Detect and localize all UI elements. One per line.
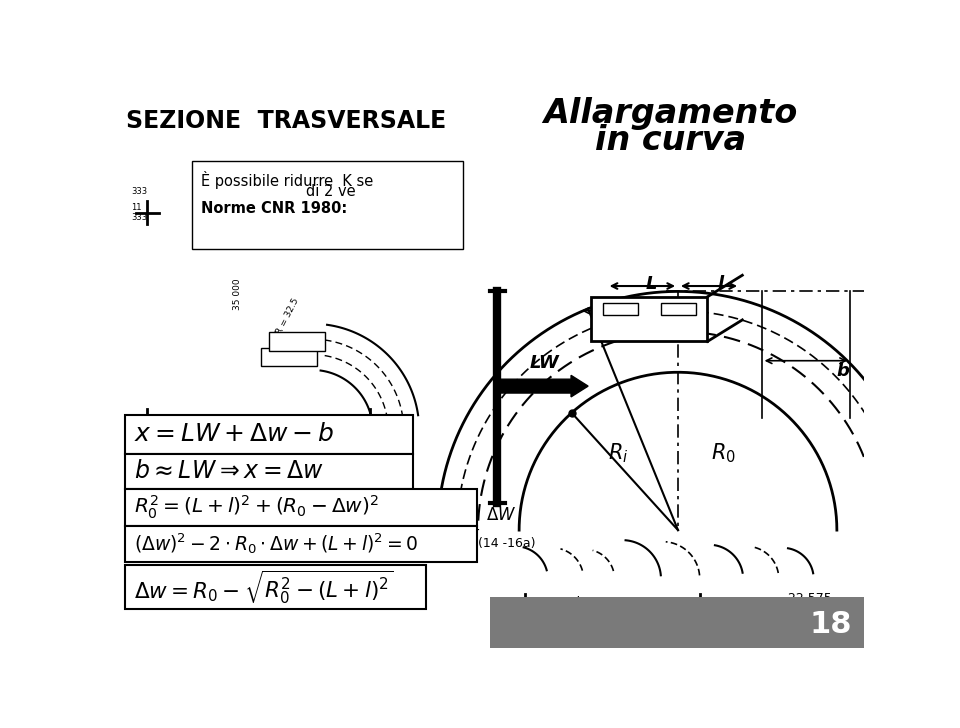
Bar (269, 332, 324, 351)
FancyArrow shape (497, 376, 588, 397)
Bar (603, 303, 637, 315)
Bar (591, 297, 708, 341)
Text: x: x (599, 306, 611, 323)
Text: È possibile ridurre  K se: È possibile ridurre K se (202, 170, 373, 189)
Text: $b \approx LW \Rightarrow x = \Delta w$: $b \approx LW \Rightarrow x = \Delta w$ (134, 460, 324, 483)
Text: $(\Delta w)^2 - 2 \cdot R_0 \cdot \Delta w + (L+l)^2 = 0$: $(\Delta w)^2 - 2 \cdot R_0 \cdot \Delta… (134, 531, 419, 556)
Text: $R_0^2 = (L+l)^2 + (R_0 - \Delta w)^2$: $R_0^2 = (L+l)^2 + (R_0 - \Delta w)^2$ (134, 494, 379, 521)
FancyBboxPatch shape (192, 162, 463, 249)
Text: $R_i$: $R_i$ (608, 441, 629, 465)
FancyBboxPatch shape (125, 489, 476, 526)
Text: L: L (646, 274, 658, 293)
FancyBboxPatch shape (125, 454, 413, 489)
Text: Legend:: Legend: (535, 596, 585, 609)
Bar (660, 303, 696, 315)
Text: $R_0$: $R_0$ (710, 441, 735, 465)
Text: (14 -16a): (14 -16a) (478, 537, 536, 550)
Text: b: b (836, 362, 850, 380)
Text: 22 575: 22 575 (788, 592, 831, 605)
Text: l: l (717, 274, 724, 293)
Text: R = 32.5: R = 32.5 (275, 297, 300, 336)
FancyBboxPatch shape (125, 526, 476, 562)
Text: 333: 333 (131, 213, 147, 222)
FancyBboxPatch shape (125, 565, 426, 609)
Text: Allargamento: Allargamento (543, 97, 798, 130)
Text: LW: LW (530, 354, 560, 372)
Text: di 2 ve: di 2 ve (306, 184, 355, 199)
FancyBboxPatch shape (125, 416, 413, 454)
Text: SEZIONE  TRASVERSALE: SEZIONE TRASVERSALE (126, 109, 446, 133)
Text: Norme CNR 1980:: Norme CNR 1980: (202, 202, 348, 216)
Text: 333: 333 (131, 188, 147, 197)
Text: $\Delta W$: $\Delta W$ (486, 506, 516, 523)
Bar (491, 597, 864, 648)
Bar (261, 348, 317, 366)
Text: $\Delta w = R_0 - \sqrt{R_0^2 - (L+l)^2}$: $\Delta w = R_0 - \sqrt{R_0^2 - (L+l)^2}… (134, 569, 394, 606)
Text: 11: 11 (131, 203, 141, 212)
Text: $x = LW + \Delta w - b$: $x = LW + \Delta w - b$ (134, 423, 334, 446)
Text: in curva: in curva (594, 124, 746, 157)
Text: 18: 18 (810, 610, 852, 639)
Text: 35 000: 35 000 (233, 278, 242, 310)
